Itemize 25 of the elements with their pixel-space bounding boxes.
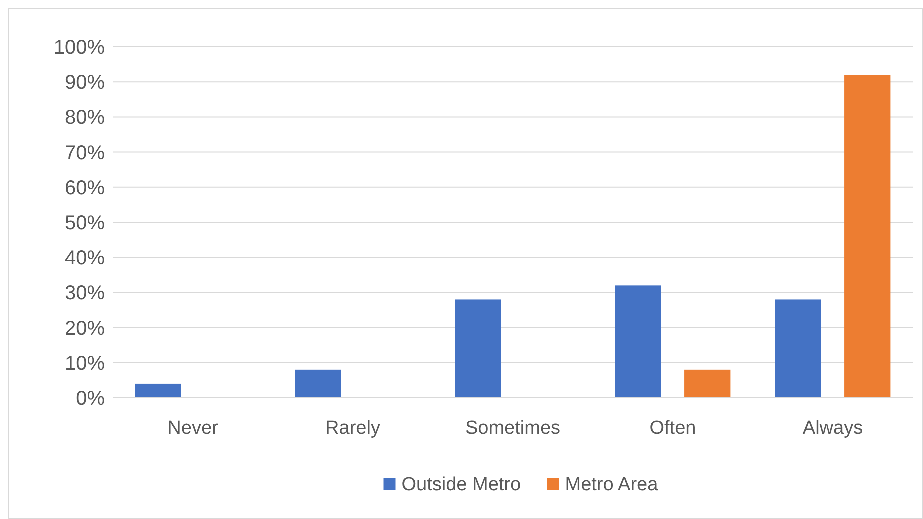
y-tick-label: 100% bbox=[54, 37, 106, 59]
y-tick-label: 90% bbox=[64, 72, 106, 94]
bar bbox=[615, 286, 662, 398]
x-tick-label: Sometimes bbox=[465, 418, 561, 439]
bar bbox=[684, 370, 731, 398]
x-tick-label: Always bbox=[802, 418, 864, 439]
bar bbox=[455, 300, 502, 398]
legend-label: Outside Metro bbox=[402, 474, 522, 496]
x-tick-label: Rarely bbox=[326, 418, 381, 439]
bar bbox=[135, 384, 182, 398]
y-tick-label: 10% bbox=[64, 352, 106, 375]
y-tick-label: 80% bbox=[64, 107, 106, 130]
y-tick-label: 40% bbox=[64, 248, 106, 270]
bar bbox=[844, 75, 891, 398]
y-tick-label: 0% bbox=[76, 388, 106, 410]
y-tick-label: 20% bbox=[64, 318, 106, 340]
x-tick-label: Never bbox=[168, 418, 220, 439]
y-tick-label: 50% bbox=[64, 212, 106, 234]
y-tick-label: 70% bbox=[64, 142, 106, 164]
x-tick-label: Often bbox=[650, 418, 696, 439]
bar bbox=[775, 300, 822, 398]
legend-label: Metro Area bbox=[565, 474, 659, 496]
bar bbox=[295, 370, 342, 398]
y-tick-label: 30% bbox=[64, 282, 106, 305]
y-tick-label: 60% bbox=[64, 177, 106, 200]
